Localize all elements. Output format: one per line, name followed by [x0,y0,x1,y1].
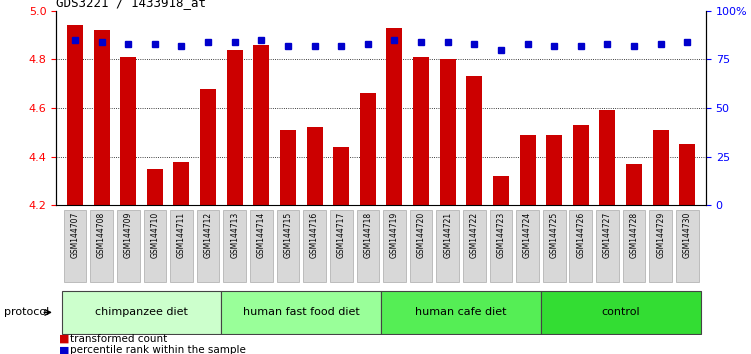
FancyBboxPatch shape [357,210,379,282]
FancyBboxPatch shape [223,210,246,282]
Bar [173,161,189,205]
FancyBboxPatch shape [410,210,433,282]
Text: GSM144715: GSM144715 [283,212,292,258]
Text: GSM144713: GSM144713 [231,212,240,258]
Text: GSM144709: GSM144709 [124,212,133,258]
Text: ■: ■ [59,346,69,354]
Text: GSM144708: GSM144708 [97,212,106,258]
FancyBboxPatch shape [276,210,299,282]
FancyBboxPatch shape [143,210,166,282]
FancyBboxPatch shape [596,210,619,282]
Text: GSM144729: GSM144729 [656,212,665,258]
Bar [599,110,615,205]
FancyBboxPatch shape [463,210,486,282]
Text: GSM144714: GSM144714 [257,212,266,258]
Bar [333,147,349,205]
Bar [360,93,376,205]
Bar [680,144,695,205]
Text: human cafe diet: human cafe diet [415,307,507,318]
Text: GDS3221 / 1433918_at: GDS3221 / 1433918_at [56,0,207,10]
FancyBboxPatch shape [383,210,406,282]
FancyBboxPatch shape [197,210,219,282]
Text: transformed count: transformed count [70,334,167,344]
Bar [466,76,482,205]
FancyBboxPatch shape [222,291,382,333]
Text: GSM144727: GSM144727 [603,212,612,258]
Text: GSM144711: GSM144711 [177,212,186,258]
Bar [147,169,163,205]
FancyBboxPatch shape [623,210,645,282]
Bar [120,57,136,205]
FancyBboxPatch shape [650,210,672,282]
Bar [653,130,668,205]
FancyBboxPatch shape [490,210,512,282]
Text: GSM144719: GSM144719 [390,212,399,258]
FancyBboxPatch shape [382,291,541,333]
FancyBboxPatch shape [516,210,539,282]
FancyBboxPatch shape [170,210,193,282]
Text: protocol: protocol [4,307,49,318]
Bar [626,164,642,205]
Text: chimpanzee diet: chimpanzee diet [95,307,188,318]
FancyBboxPatch shape [436,210,459,282]
Text: GSM144717: GSM144717 [336,212,345,258]
Text: GSM144730: GSM144730 [683,212,692,258]
FancyBboxPatch shape [541,291,701,333]
FancyBboxPatch shape [64,210,86,282]
Bar [306,127,323,205]
Text: percentile rank within the sample: percentile rank within the sample [70,346,246,354]
Bar [573,125,589,205]
Bar [387,28,403,205]
Bar [546,135,562,205]
FancyBboxPatch shape [90,210,113,282]
FancyBboxPatch shape [569,210,592,282]
Text: GSM144728: GSM144728 [629,212,638,258]
Text: GSM144720: GSM144720 [417,212,426,258]
Bar [439,59,456,205]
Text: GSM144718: GSM144718 [363,212,372,258]
Text: GSM144722: GSM144722 [470,212,479,258]
Text: GSM144712: GSM144712 [204,212,213,258]
Text: GSM144710: GSM144710 [150,212,159,258]
Bar [280,130,296,205]
Text: GSM144707: GSM144707 [71,212,80,258]
Bar [493,176,509,205]
FancyBboxPatch shape [303,210,326,282]
Text: GSM144724: GSM144724 [523,212,532,258]
Text: GSM144716: GSM144716 [310,212,319,258]
Bar [94,30,110,205]
Text: GSM144721: GSM144721 [443,212,452,258]
FancyBboxPatch shape [676,210,698,282]
FancyBboxPatch shape [543,210,566,282]
Bar [520,135,535,205]
FancyBboxPatch shape [330,210,352,282]
Text: GSM144725: GSM144725 [550,212,559,258]
FancyBboxPatch shape [62,291,222,333]
Text: ■: ■ [59,334,69,344]
Bar [67,25,83,205]
Text: control: control [602,307,640,318]
Bar [227,50,243,205]
Bar [413,57,429,205]
FancyBboxPatch shape [250,210,273,282]
FancyBboxPatch shape [117,210,140,282]
Bar [200,88,216,205]
Text: GSM144726: GSM144726 [576,212,585,258]
Text: GSM144723: GSM144723 [496,212,505,258]
Text: human fast food diet: human fast food diet [243,307,360,318]
Bar [253,45,270,205]
